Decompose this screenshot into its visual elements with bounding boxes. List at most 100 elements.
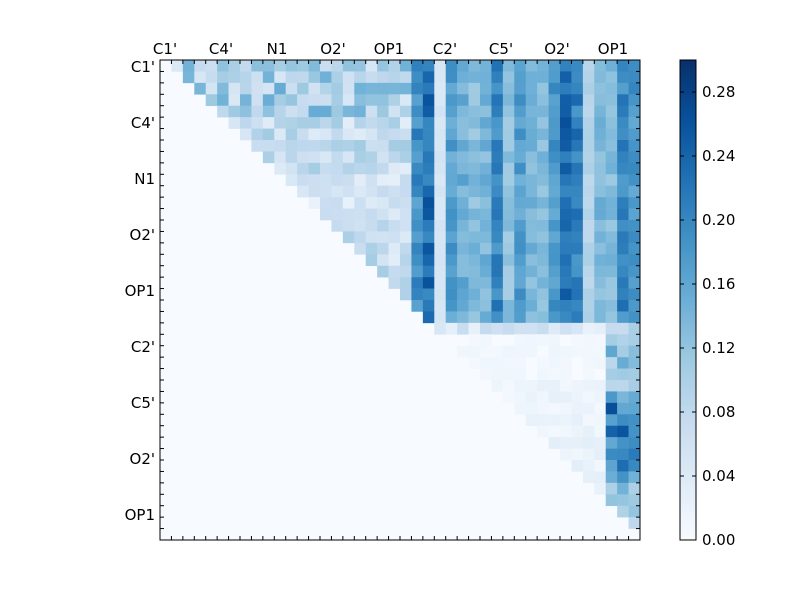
heatmap-cell: [605, 380, 618, 392]
heatmap-cell: [400, 151, 412, 164]
heatmap-cell: [228, 117, 241, 129]
heatmap-cell: [434, 94, 447, 107]
heatmap-cell: [560, 197, 572, 209]
heatmap-cell: [594, 60, 607, 72]
x-tick-label: N1: [267, 40, 288, 58]
heatmap-cell: [582, 254, 595, 267]
heatmap-cell: [468, 162, 481, 175]
heatmap-cell: [331, 128, 344, 141]
heatmap-cell: [457, 71, 469, 84]
colorbar-tick-label: 0.04: [702, 467, 735, 485]
heatmap-cell: [514, 82, 527, 95]
heatmap-cell: [457, 162, 469, 175]
heatmap-cell: [411, 71, 424, 84]
heatmap-cell: [491, 220, 504, 232]
heatmap-cell: [400, 220, 412, 232]
heatmap-cell: [617, 311, 629, 324]
heatmap-cell: [285, 128, 298, 141]
minor-ticks: [160, 60, 640, 540]
heatmap-cell: [377, 254, 389, 267]
heatmap-cell: [525, 345, 538, 358]
heatmap-cell: [514, 208, 527, 221]
heatmap-cell: [594, 151, 607, 164]
heatmap-cell: [491, 254, 504, 267]
heatmap-cell: [514, 117, 527, 129]
heatmap-cell: [480, 140, 492, 152]
heatmap-cell: [514, 322, 527, 335]
heatmap-cell: [262, 128, 275, 141]
heatmap-cell: [285, 94, 298, 107]
heatmap-cell: [457, 345, 469, 358]
heatmap-cell: [525, 300, 538, 312]
heatmap-cell: [628, 334, 641, 347]
heatmap-cell: [605, 414, 618, 427]
heatmap-cell: [582, 357, 595, 369]
heatmap-cell: [480, 368, 492, 381]
heatmap-cell: [480, 265, 492, 278]
heatmap-cell: [491, 288, 504, 301]
heatmap-cell: [457, 117, 469, 129]
heatmap-cell: [617, 231, 629, 244]
heatmap-cell: [548, 128, 561, 141]
heatmap-cell: [457, 231, 469, 244]
heatmap-cell: [468, 242, 481, 255]
heatmap-cell: [434, 185, 447, 198]
heatmap-cell: [525, 197, 538, 209]
heatmap-cell: [582, 162, 595, 175]
heatmap-cell: [502, 368, 515, 381]
heatmap-cell: [514, 311, 527, 324]
heatmap-cell: [388, 231, 401, 244]
heatmap-cell: [308, 71, 321, 84]
heatmap-cell: [422, 300, 435, 312]
heatmap-cell: [365, 231, 378, 244]
heatmap-cell: [537, 265, 549, 278]
heatmap-cell: [434, 151, 447, 164]
heatmap-cell: [411, 254, 424, 267]
heatmap-cell: [365, 208, 378, 221]
heatmap-cell: [628, 265, 641, 278]
heatmap-cell: [628, 322, 641, 335]
heatmap-cell: [228, 94, 241, 107]
heatmap-cell: [514, 277, 527, 289]
heatmap-cell: [525, 414, 538, 427]
heatmap-cell: [182, 71, 195, 84]
heatmap-cell: [422, 151, 435, 164]
heatmap-cell: [605, 482, 618, 495]
heatmap-cell: [605, 151, 618, 164]
heatmap-cell: [320, 82, 332, 95]
heatmap-cell: [571, 254, 584, 267]
heatmap-cell: [502, 82, 515, 95]
heatmap-cell: [285, 105, 298, 118]
heatmap-cell: [560, 391, 572, 404]
heatmap-cell: [560, 151, 572, 164]
heatmap-cell: [548, 414, 561, 427]
heatmap-cell: [434, 174, 447, 187]
heatmap-cell: [377, 128, 389, 141]
heatmap-cell: [205, 71, 218, 84]
heatmap-cell: [605, 265, 618, 278]
heatmap-cell: [468, 311, 481, 324]
heatmap-cell: [560, 345, 572, 358]
heatmap-cell: [502, 208, 515, 221]
heatmap-cell: [445, 242, 458, 255]
heatmap-cell: [297, 94, 309, 107]
heatmap-cell: [605, 242, 618, 255]
heatmap-cell: [582, 174, 595, 187]
heatmap-cell: [308, 60, 321, 72]
heatmap-cell: [605, 254, 618, 267]
heatmap-cell: [365, 105, 378, 118]
heatmap-cell: [628, 345, 641, 358]
colorbar-tick-label: 0.28: [702, 83, 735, 101]
heatmap-cell: [445, 94, 458, 107]
heatmap-cell: [400, 265, 412, 278]
heatmap-cell: [605, 71, 618, 84]
heatmap-cell: [331, 117, 344, 129]
heatmap-cell: [434, 277, 447, 289]
heatmap-cell: [560, 174, 572, 187]
heatmap-cell: [240, 60, 252, 72]
heatmap-cell: [480, 208, 492, 221]
x-tick-label: O2': [320, 40, 345, 58]
heatmap-cell: [582, 448, 595, 461]
heatmap-cell: [548, 288, 561, 301]
heatmap-cell: [594, 437, 607, 449]
